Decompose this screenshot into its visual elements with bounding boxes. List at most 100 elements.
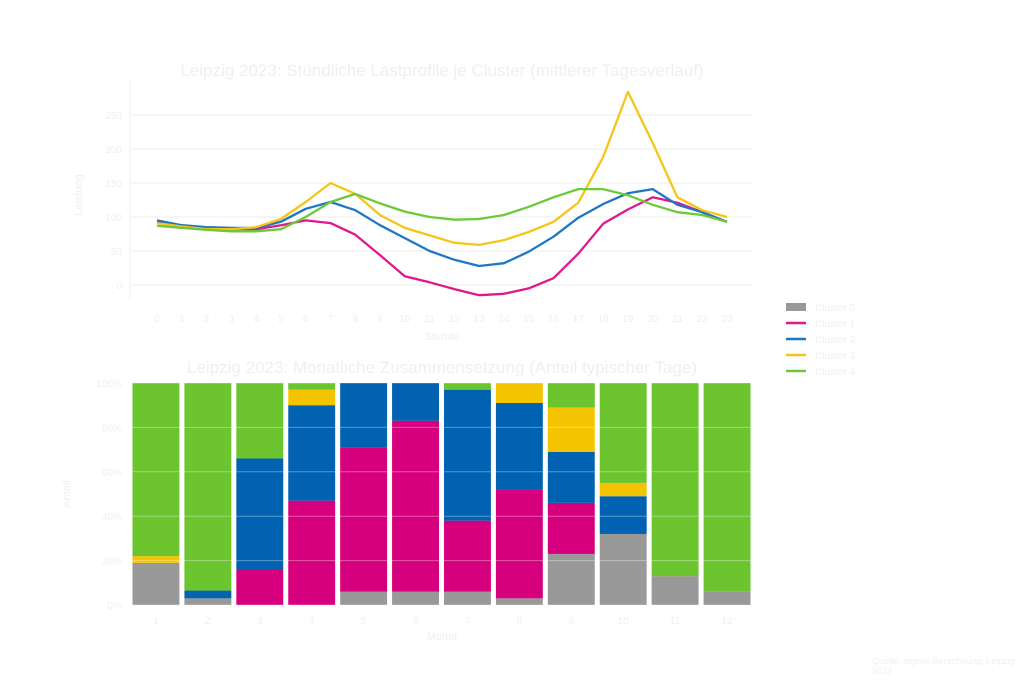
bar-segment-cluster-4 xyxy=(651,383,699,577)
bar-segment-cluster-4 xyxy=(288,383,336,390)
bar-segment-cluster-0 xyxy=(651,576,699,605)
x-tick-label: 3 xyxy=(229,314,235,325)
y-tick-label: 40% xyxy=(102,512,122,523)
x-tick-label: 17 xyxy=(573,314,585,325)
bar-segment-cluster-1 xyxy=(340,447,388,592)
bar-segment-cluster-4 xyxy=(184,383,232,591)
bar-segment-cluster-2 xyxy=(236,458,284,570)
bar-segment-cluster-1 xyxy=(444,520,491,592)
x-tick-label: 1 xyxy=(179,314,185,325)
bar-segment-cluster-0 xyxy=(495,598,543,605)
bar-segment-cluster-0 xyxy=(547,553,595,605)
bar-chart-ylabel: Anteil xyxy=(61,480,73,508)
x-tick-label: 8 xyxy=(352,314,358,325)
line-chart-title: Leipzig 2023: Stündliche Lastprofile je … xyxy=(180,61,703,80)
series-line-cluster-3 xyxy=(156,90,728,247)
bar-segment-cluster-3 xyxy=(547,407,595,452)
x-tick-label: 5 xyxy=(278,314,284,325)
x-tick-label: 2 xyxy=(204,314,210,325)
y-tick-label: 20% xyxy=(102,557,122,568)
legend-swatch xyxy=(786,303,806,311)
x-tick-label: 11 xyxy=(670,616,681,627)
y-tick-label: 200 xyxy=(105,145,122,156)
x-tick-label: 21 xyxy=(672,314,684,325)
y-tick-label: 100% xyxy=(96,379,122,390)
x-tick-label: 13 xyxy=(474,314,486,325)
bar-segment-cluster-4 xyxy=(236,383,284,459)
x-tick-label: 15 xyxy=(523,314,535,325)
x-tick-label: 5 xyxy=(361,616,367,627)
x-tick-label: 1 xyxy=(153,616,159,627)
legend-label: Cluster 4 xyxy=(815,367,855,378)
x-tick-label: 4 xyxy=(309,616,315,627)
legend-label: Cluster 0 xyxy=(815,303,855,314)
bar-segment-cluster-2 xyxy=(184,590,232,599)
series-line-cluster-4 xyxy=(156,187,728,233)
bar-segment-cluster-2 xyxy=(392,383,439,421)
x-tick-label: 20 xyxy=(647,314,659,325)
bar-segment-cluster-0 xyxy=(703,591,751,605)
bar-segment-cluster-1 xyxy=(236,569,284,605)
bar-segment-cluster-2 xyxy=(547,451,595,503)
bar-segment-cluster-0 xyxy=(132,562,180,605)
x-tick-label: 2 xyxy=(205,616,211,627)
x-tick-label: 8 xyxy=(517,616,523,627)
y-tick-label: 50 xyxy=(111,247,123,258)
x-tick-label: 7 xyxy=(465,616,471,627)
x-tick-label: 23 xyxy=(721,314,733,325)
bar-segment-cluster-4 xyxy=(599,383,647,483)
x-tick-label: 9 xyxy=(569,616,575,627)
bar-segment-cluster-2 xyxy=(599,496,647,534)
x-tick-label: 12 xyxy=(721,616,733,627)
x-tick-label: 19 xyxy=(622,314,634,325)
bar-segment-cluster-0 xyxy=(340,591,388,605)
x-tick-label: 3 xyxy=(257,616,263,627)
legend-label: Cluster 3 xyxy=(815,351,855,362)
y-tick-label: 250 xyxy=(105,111,122,122)
bar-chart-xlabel: Monat xyxy=(427,631,458,643)
bar-segment-cluster-0 xyxy=(184,598,232,605)
bar-segment-cluster-1 xyxy=(392,420,439,592)
y-tick-label: 150 xyxy=(105,179,122,190)
bar-segment-cluster-2 xyxy=(495,402,543,490)
bar-segment-cluster-2 xyxy=(340,383,388,448)
bar-segment-cluster-1 xyxy=(495,489,543,599)
x-tick-label: 6 xyxy=(413,616,419,627)
x-tick-label: 12 xyxy=(449,314,461,325)
y-tick-label: 80% xyxy=(102,423,122,434)
bar-segment-cluster-4 xyxy=(547,383,595,408)
bar-segment-cluster-3 xyxy=(495,383,543,403)
bar-segment-cluster-0 xyxy=(599,533,647,605)
bar-segment-cluster-3 xyxy=(599,482,647,497)
x-tick-label: 7 xyxy=(328,314,334,325)
x-tick-label: 18 xyxy=(598,314,610,325)
x-tick-label: 10 xyxy=(618,616,630,627)
bar-segment-cluster-1 xyxy=(288,500,336,605)
line-chart-ylabel: Leistung xyxy=(73,174,85,216)
bar-segment-cluster-3 xyxy=(132,556,180,563)
x-tick-label: 9 xyxy=(377,314,383,325)
bar-chart-title: Leipzig 2023: Monatliche Zusammensetzung… xyxy=(187,358,697,377)
bar-segment-cluster-4 xyxy=(703,383,751,592)
x-tick-label: 16 xyxy=(548,314,560,325)
bar-segment-cluster-2 xyxy=(288,405,336,501)
bar-segment-cluster-2 xyxy=(444,389,491,521)
y-tick-label: 60% xyxy=(102,468,122,479)
x-tick-label: 0 xyxy=(154,314,160,325)
y-tick-label: 0 xyxy=(116,281,122,292)
y-tick-label: 100 xyxy=(105,213,122,224)
y-tick-label: 0% xyxy=(108,601,123,612)
bar-segment-cluster-4 xyxy=(444,383,491,390)
bar-segment-cluster-3 xyxy=(288,389,336,406)
series-line-cluster-1 xyxy=(156,196,728,297)
x-tick-label: 4 xyxy=(253,314,259,325)
bar-segment-cluster-0 xyxy=(392,591,439,605)
legend-label: Cluster 1 xyxy=(815,319,855,330)
x-tick-label: 14 xyxy=(498,314,510,325)
x-tick-label: 6 xyxy=(303,314,309,325)
x-tick-label: 11 xyxy=(424,314,435,325)
bar-segment-cluster-1 xyxy=(547,502,595,554)
bar-segment-cluster-4 xyxy=(132,383,180,557)
line-chart-xlabel: Stunde xyxy=(425,331,460,343)
